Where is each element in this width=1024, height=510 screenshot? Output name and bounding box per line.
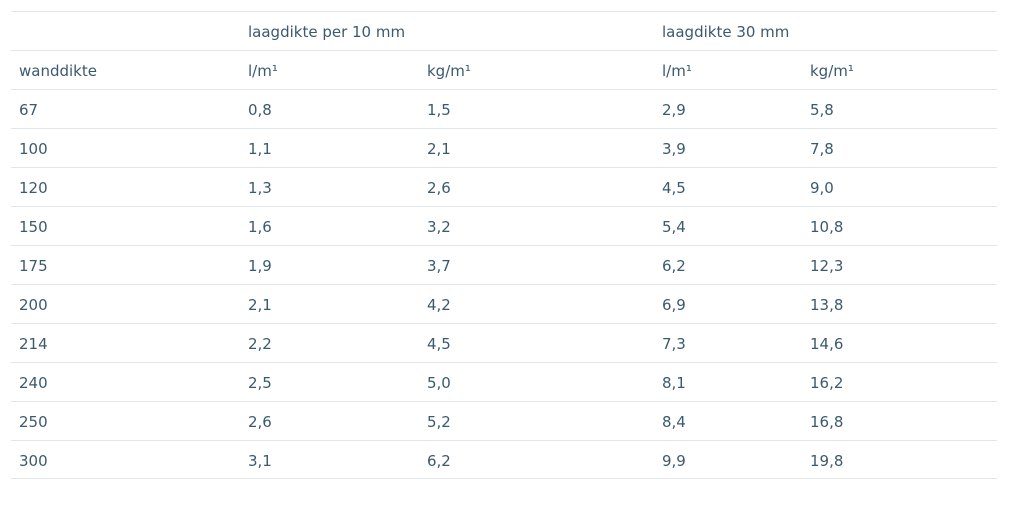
- kg-per-m-30mm-cell: 14,6: [810, 335, 844, 353]
- l-per-m-30mm-cell: 8,1: [662, 374, 686, 392]
- column-header-l-per-m-30mm: l/m¹: [662, 62, 692, 80]
- column-header-kg-per-m-30mm: kg/m¹: [810, 62, 854, 80]
- kg-per-m-30mm-cell: 19,8: [810, 452, 844, 470]
- kg-per-m-10mm-cell: 6,2: [427, 452, 451, 470]
- l-per-m-30mm-cell: 3,9: [662, 140, 686, 158]
- table-row: 100 1,1 2,1 3,9 7,8: [11, 128, 997, 167]
- group-header-row: laagdikte per 10 mm laagdikte 30 mm: [11, 11, 997, 50]
- data-table: laagdikte per 10 mm laagdikte 30 mm wand…: [11, 11, 997, 479]
- wanddikte-cell: 240: [19, 374, 48, 392]
- wanddikte-cell: 300: [19, 452, 48, 470]
- kg-per-m-10mm-cell: 2,1: [427, 140, 451, 158]
- l-per-m-10mm-cell: 2,2: [248, 335, 272, 353]
- table-row: 240 2,5 5,0 8,1 16,2: [11, 362, 997, 401]
- kg-per-m-30mm-cell: 9,0: [810, 179, 834, 197]
- column-header-wanddikte: wanddikte: [19, 62, 97, 80]
- kg-per-m-10mm-cell: 1,5: [427, 101, 451, 119]
- kg-per-m-10mm-cell: 3,7: [427, 257, 451, 275]
- kg-per-m-10mm-cell: 5,2: [427, 413, 451, 431]
- kg-per-m-10mm-cell: 5,0: [427, 374, 451, 392]
- table-row: 250 2,6 5,2 8,4 16,8: [11, 401, 997, 440]
- kg-per-m-30mm-cell: 12,3: [810, 257, 844, 275]
- column-header-kg-per-m-10mm: kg/m¹: [427, 62, 471, 80]
- l-per-m-30mm-cell: 5,4: [662, 218, 686, 236]
- kg-per-m-10mm-cell: 4,5: [427, 335, 451, 353]
- l-per-m-10mm-cell: 2,6: [248, 413, 272, 431]
- l-per-m-30mm-cell: 8,4: [662, 413, 686, 431]
- l-per-m-10mm-cell: 3,1: [248, 452, 272, 470]
- l-per-m-10mm-cell: 1,1: [248, 140, 272, 158]
- table-row: 175 1,9 3,7 6,2 12,3: [11, 245, 997, 284]
- table-row: 67 0,8 1,5 2,9 5,8: [11, 89, 997, 128]
- l-per-m-30mm-cell: 4,5: [662, 179, 686, 197]
- column-header-l-per-m-10mm: l/m¹: [248, 62, 278, 80]
- wanddikte-cell: 150: [19, 218, 48, 236]
- column-header-row: wanddikte l/m¹ kg/m¹ l/m¹ kg/m¹: [11, 50, 997, 89]
- kg-per-m-10mm-cell: 3,2: [427, 218, 451, 236]
- l-per-m-10mm-cell: 0,8: [248, 101, 272, 119]
- l-per-m-10mm-cell: 1,6: [248, 218, 272, 236]
- l-per-m-30mm-cell: 9,9: [662, 452, 686, 470]
- wanddikte-cell: 200: [19, 296, 48, 314]
- l-per-m-10mm-cell: 1,9: [248, 257, 272, 275]
- l-per-m-10mm-cell: 2,5: [248, 374, 272, 392]
- kg-per-m-10mm-cell: 4,2: [427, 296, 451, 314]
- l-per-m-30mm-cell: 6,2: [662, 257, 686, 275]
- table-row: 150 1,6 3,2 5,4 10,8: [11, 206, 997, 245]
- wanddikte-cell: 100: [19, 140, 48, 158]
- table-row: 214 2,2 4,5 7,3 14,6: [11, 323, 997, 362]
- l-per-m-30mm-cell: 2,9: [662, 101, 686, 119]
- table-row: 300 3,1 6,2 9,9 19,8: [11, 440, 997, 479]
- kg-per-m-30mm-cell: 7,8: [810, 140, 834, 158]
- kg-per-m-30mm-cell: 10,8: [810, 218, 844, 236]
- table-row: 120 1,3 2,6 4,5 9,0: [11, 167, 997, 206]
- kg-per-m-30mm-cell: 16,2: [810, 374, 844, 392]
- group-header-30mm: laagdikte 30 mm: [662, 23, 790, 41]
- wanddikte-cell: 250: [19, 413, 48, 431]
- table-row: 200 2,1 4,2 6,9 13,8: [11, 284, 997, 323]
- l-per-m-30mm-cell: 7,3: [662, 335, 686, 353]
- wanddikte-cell: 175: [19, 257, 48, 275]
- kg-per-m-10mm-cell: 2,6: [427, 179, 451, 197]
- l-per-m-10mm-cell: 2,1: [248, 296, 272, 314]
- l-per-m-30mm-cell: 6,9: [662, 296, 686, 314]
- wanddikte-cell: 120: [19, 179, 48, 197]
- kg-per-m-30mm-cell: 16,8: [810, 413, 844, 431]
- l-per-m-10mm-cell: 1,3: [248, 179, 272, 197]
- table-body: 67 0,8 1,5 2,9 5,8 100 1,1 2,1 3,9 7,8 120 1,3 2,6 4,…: [11, 89, 997, 479]
- kg-per-m-30mm-cell: 13,8: [810, 296, 844, 314]
- wanddikte-cell: 214: [19, 335, 48, 353]
- wanddikte-cell: 67: [19, 101, 39, 119]
- group-header-10mm: laagdikte per 10 mm: [248, 23, 406, 41]
- kg-per-m-30mm-cell: 5,8: [810, 101, 834, 119]
